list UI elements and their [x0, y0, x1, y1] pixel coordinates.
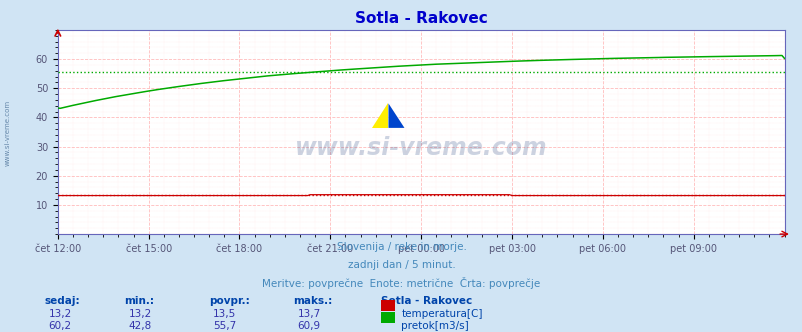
Polygon shape — [388, 103, 404, 128]
Text: 13,2: 13,2 — [49, 309, 71, 319]
Text: Sotla - Rakovec: Sotla - Rakovec — [381, 296, 472, 306]
Text: min.:: min.: — [124, 296, 154, 306]
Text: zadnji dan / 5 minut.: zadnji dan / 5 minut. — [347, 260, 455, 270]
Text: www.si-vreme.com: www.si-vreme.com — [5, 100, 11, 166]
Text: www.si-vreme.com: www.si-vreme.com — [294, 136, 547, 160]
Text: temperatura[C]: temperatura[C] — [401, 309, 482, 319]
Text: 13,7: 13,7 — [298, 309, 320, 319]
Text: Slovenija / reke in morje.: Slovenija / reke in morje. — [336, 242, 466, 252]
Title: Sotla - Rakovec: Sotla - Rakovec — [354, 11, 487, 26]
Text: maks.:: maks.: — [293, 296, 332, 306]
Text: 13,5: 13,5 — [213, 309, 236, 319]
Text: Meritve: povprečne  Enote: metrične  Črta: povprečje: Meritve: povprečne Enote: metrične Črta:… — [262, 277, 540, 289]
Text: 60,9: 60,9 — [298, 321, 320, 331]
Polygon shape — [372, 103, 388, 128]
Text: 60,2: 60,2 — [49, 321, 71, 331]
Text: pretok[m3/s]: pretok[m3/s] — [401, 321, 468, 331]
Text: 13,2: 13,2 — [129, 309, 152, 319]
Text: sedaj:: sedaj: — [44, 296, 79, 306]
Text: 42,8: 42,8 — [129, 321, 152, 331]
Text: povpr.:: povpr.: — [209, 296, 249, 306]
Text: 55,7: 55,7 — [213, 321, 236, 331]
